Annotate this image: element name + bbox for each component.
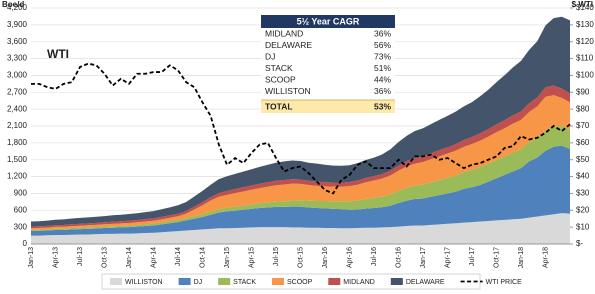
x-tick-label: Apr-18 — [542, 247, 549, 268]
x-tick-label: Apr-17 — [444, 247, 451, 268]
legend-label: DELAWARE — [406, 279, 445, 286]
y2-tick-label: $140 — [576, 3, 594, 12]
legend-label: DJ — [194, 279, 203, 286]
area — [31, 145, 570, 236]
table-name: STACK — [265, 63, 293, 73]
x-tick-label: Oct-15 — [297, 247, 304, 268]
x-tick-label: Oct-13 — [101, 247, 108, 268]
table-value: 51% — [374, 63, 391, 73]
legend-label: STACK — [233, 279, 256, 286]
y2-tick-label: $- — [576, 239, 583, 248]
y2-tick-label: $30 — [576, 189, 590, 198]
y2-tick-label: $70 — [576, 121, 590, 130]
legend-swatch — [272, 278, 284, 285]
area — [31, 126, 570, 232]
y2-tick-label: $20 — [576, 205, 590, 214]
y-tick-label: 3,300 — [7, 54, 28, 63]
table-header-bg — [261, 15, 395, 28]
y2-tick-label: $130 — [576, 20, 594, 29]
table-value: 36% — [374, 28, 391, 38]
table-value: 73% — [374, 51, 391, 61]
wti-line — [31, 62, 571, 195]
x-tick-label: Jul-16 — [371, 247, 378, 266]
y2-tick-label: $10 — [576, 222, 590, 231]
table-total-value: 53% — [374, 101, 391, 111]
x-tick-label: Apr-15 — [248, 247, 255, 268]
y2-tick-label: $90 — [576, 87, 590, 96]
table-value: 44% — [374, 74, 391, 84]
table-body-bg — [261, 28, 395, 100]
x-tick-label: Jul-14 — [175, 247, 182, 266]
y-tick-label: 300 — [14, 222, 28, 231]
y2-tick-label: $40 — [576, 172, 590, 181]
table-name: SCOOP — [265, 74, 296, 84]
x-tick-label: Oct-16 — [395, 247, 402, 268]
y-tick-label: 3,600 — [7, 37, 28, 46]
y-tick-label: 0 — [23, 239, 28, 248]
x-tick-label: Oct-14 — [199, 247, 206, 268]
y2-tick-label: $120 — [576, 37, 594, 46]
x-tick-label: Jul-17 — [469, 247, 476, 266]
y2-tick-label: $60 — [576, 138, 590, 147]
y2-tick-label: $100 — [576, 71, 594, 80]
y2-tick-label: $110 — [576, 54, 594, 63]
legend-label: WILLISTON — [125, 279, 163, 286]
x-tick-label: Jan-13 — [28, 247, 35, 269]
y-tick-label: 600 — [14, 205, 28, 214]
x-tick-label: Jul-15 — [273, 247, 280, 266]
legend-label: SCOOP — [287, 279, 313, 286]
y-tick-label: 3,000 — [7, 71, 28, 80]
table-name: WILLISTON — [265, 86, 311, 96]
legend-swatch — [328, 278, 341, 285]
area — [31, 16, 570, 227]
legend-swatch — [390, 278, 403, 285]
table-name: MIDLAND — [265, 28, 303, 38]
legend-box — [101, 273, 481, 290]
legend-label: MIDLAND — [343, 279, 375, 286]
x-tick-label: Jan-18 — [518, 247, 525, 269]
legend-swatch — [218, 278, 231, 285]
x-tick-label: Jan-15 — [224, 247, 231, 269]
y-tick-label: 2,700 — [7, 87, 28, 96]
x-tick-label: Apr-16 — [346, 247, 353, 268]
x-tick-label: Jan-16 — [322, 247, 329, 269]
area — [31, 213, 570, 244]
y2-tick-label: $80 — [576, 104, 590, 113]
y-tick-label: 1,800 — [7, 138, 28, 147]
legend-swatch — [110, 278, 122, 285]
x-tick-label: Jul-13 — [77, 247, 84, 266]
table-value: 56% — [374, 40, 391, 50]
table-value: 36% — [374, 86, 391, 96]
y-tick-label: 1,500 — [7, 155, 28, 164]
x-tick-label: Jan-14 — [126, 247, 133, 269]
y2-tick-label: $50 — [576, 155, 590, 164]
table-total-bg — [261, 100, 395, 113]
y-tick-label: 1,200 — [7, 172, 28, 181]
table-name: DJ — [265, 51, 275, 61]
table-total-name: TOTAL — [265, 101, 293, 111]
x-tick-label: Jan-17 — [420, 247, 427, 269]
annotation: WTI — [47, 47, 69, 61]
y-tick-label: 2,100 — [7, 121, 28, 130]
table-title: 5½ Year CAGR — [297, 16, 360, 26]
y-tick-label: 4,200 — [7, 3, 28, 12]
y-tick-label: 2,400 — [7, 104, 28, 113]
x-tick-label: Apr-13 — [52, 247, 59, 268]
legend-swatch — [178, 278, 191, 285]
y-tick-label: 3,900 — [7, 20, 28, 29]
y-tick-label: 900 — [14, 189, 28, 198]
area — [31, 95, 570, 230]
legend-label: WTI PRICE — [486, 279, 522, 286]
y-axis-title: Boe/d — [2, 0, 24, 9]
x-tick-label: Apr-14 — [150, 247, 157, 268]
x-tick-label: Oct-17 — [493, 247, 500, 268]
y2-axis-title: $ WTI — [572, 0, 593, 9]
table-name: DELAWARE — [265, 40, 312, 50]
